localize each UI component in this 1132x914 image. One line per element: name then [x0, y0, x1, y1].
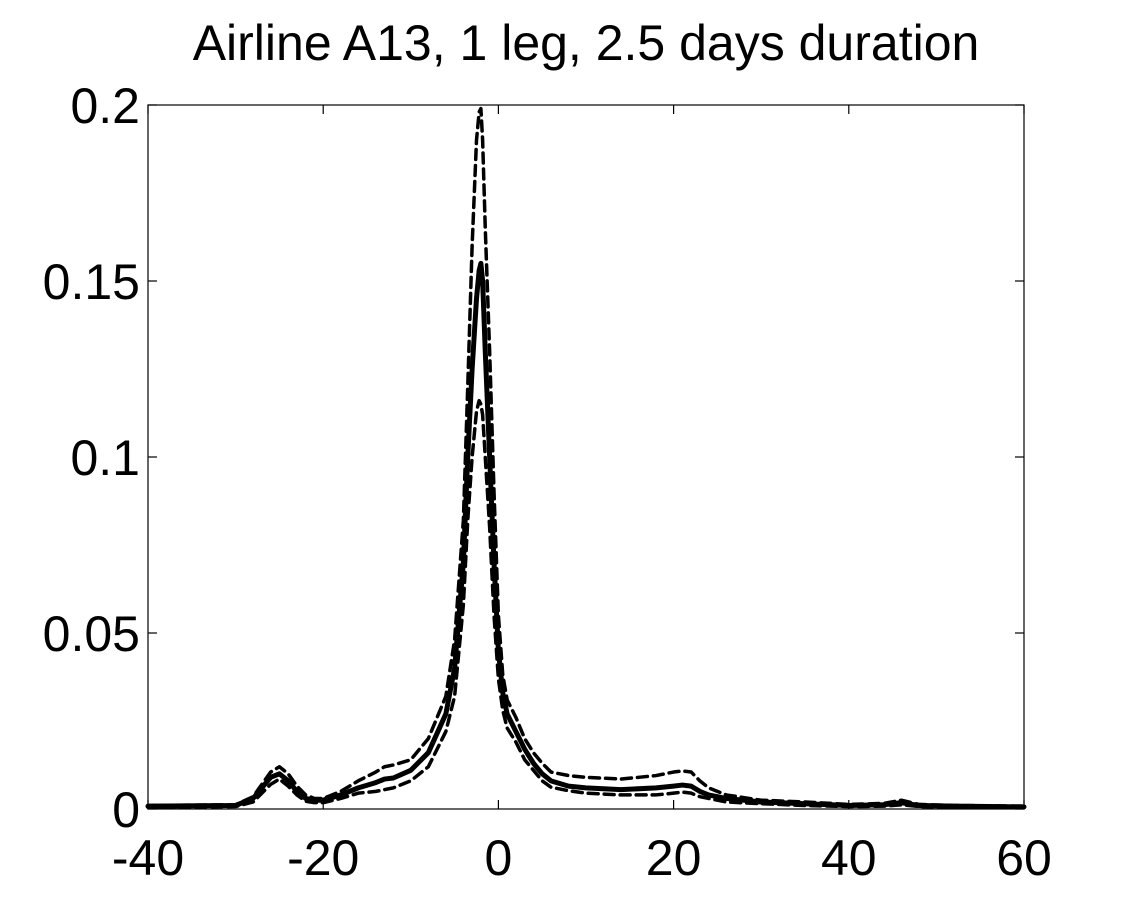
chart-title: Airline A13, 1 leg, 2.5 days duration	[193, 15, 980, 71]
x-tick-label: 60	[996, 830, 1052, 886]
x-tick-label: -20	[287, 830, 359, 886]
y-tick-label: 0.05	[43, 606, 140, 662]
series-line-1	[145, 260, 1027, 810]
x-tick-label: 20	[646, 830, 702, 886]
plot-lines	[145, 106, 1027, 810]
y-tick-label: 0.15	[43, 254, 140, 310]
y-tick-label: 0	[112, 782, 140, 838]
y-axis: 0 0.05 0.1 0.15 0.2	[43, 78, 1024, 838]
axes-frame	[147, 104, 1025, 810]
y-tick-label: 0.2	[70, 78, 140, 134]
x-tick-label: 0	[484, 830, 512, 886]
x-tick-label: 40	[821, 830, 877, 886]
y-tick-label: 0.1	[70, 430, 140, 486]
series-line-2	[146, 106, 1026, 808]
series-line-3	[146, 398, 1026, 810]
x-axis: -40 -20 0 20 40 60	[112, 105, 1052, 886]
x-tick-label: -40	[112, 830, 184, 886]
